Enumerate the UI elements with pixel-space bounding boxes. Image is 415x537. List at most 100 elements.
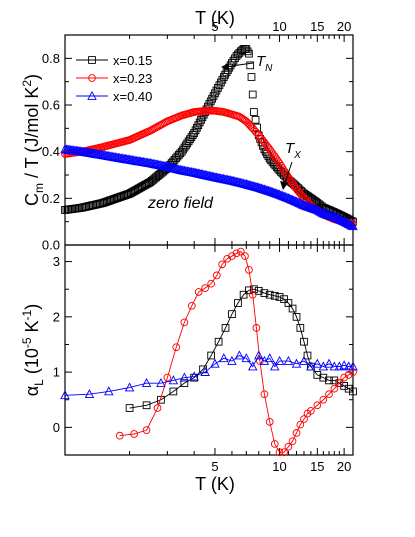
data-point [280, 295, 288, 304]
series-x=0.15 [125, 285, 357, 412]
y-tick-label: 2 [53, 309, 60, 324]
data-point [234, 299, 242, 307]
bottom-y-label-sup2: -1 [20, 309, 34, 320]
data-point [286, 194, 296, 204]
data-point [143, 179, 152, 188]
legend-label: x=0.23 [113, 71, 152, 86]
data-point [304, 202, 315, 212]
data-point [183, 139, 192, 148]
legend-marker [87, 90, 97, 100]
data-point [232, 249, 241, 258]
bottom-y-label-end: ) [22, 304, 42, 310]
bottom-y-label-sub: L [32, 379, 46, 386]
legend: x=0.15 x=0.23 x=0.40 [76, 53, 152, 104]
data-point [84, 389, 95, 399]
data-point [180, 143, 189, 152]
data-point [228, 310, 236, 318]
data-point [190, 129, 199, 137]
data-point [313, 371, 322, 379]
data-point [254, 287, 263, 295]
data-point [288, 179, 297, 188]
data-point [163, 373, 172, 382]
legend-marker [88, 56, 96, 64]
data-point [299, 355, 309, 365]
data-point [265, 145, 274, 154]
top-y-label-end: ) [22, 74, 42, 80]
data-point [236, 247, 245, 256]
data-point [180, 318, 189, 327]
data-point [221, 70, 230, 79]
data-point [208, 94, 217, 103]
data-point [153, 404, 162, 412]
data-point [189, 371, 199, 381]
series-x=0.40 [60, 144, 358, 231]
data-point [287, 194, 298, 204]
data-point [268, 149, 277, 158]
data-point [324, 358, 334, 368]
data-point [291, 358, 302, 368]
data-point [346, 220, 357, 230]
data-point [284, 442, 293, 451]
data-point [299, 200, 309, 210]
data-point [206, 97, 215, 106]
data-point [209, 92, 218, 100]
data-point [265, 290, 274, 299]
data-point [267, 147, 275, 156]
data-point [307, 202, 317, 212]
data-point [284, 299, 293, 307]
data-point [285, 193, 295, 203]
data-point [179, 145, 187, 154]
data-point [239, 290, 248, 299]
data-point [260, 289, 269, 297]
data-point [288, 304, 297, 313]
data-point [191, 126, 200, 135]
x-tick-label: 20 [337, 19, 351, 34]
data-point [219, 73, 228, 81]
y-tick-label: 0.4 [42, 144, 60, 159]
data-point [187, 133, 196, 141]
data-point [280, 448, 288, 457]
bottom-panel: 5 10 15 20 0 1 2 3 T (K) αL (10-5 K-1) [20, 244, 358, 494]
data-point [193, 123, 201, 132]
data-point [168, 375, 179, 385]
data-point [303, 201, 313, 211]
data-point [292, 312, 301, 321]
data-point [141, 377, 152, 388]
data-point [288, 437, 297, 446]
data-point [306, 202, 316, 212]
data-point [283, 193, 294, 203]
data-point [272, 155, 281, 164]
data-point [245, 120, 253, 128]
data-point [344, 384, 353, 393]
data-point [200, 366, 210, 376]
x-tick-label: 10 [272, 19, 286, 34]
data-point [271, 153, 280, 162]
series-x=0.40 [60, 350, 358, 400]
data-point [287, 177, 295, 186]
data-point [252, 324, 261, 332]
data-point [207, 351, 216, 360]
data-point [289, 181, 298, 189]
data-point [248, 90, 257, 99]
x-tick-label: 10 [272, 459, 286, 474]
data-point [348, 221, 358, 231]
series-line [129, 288, 354, 409]
data-point [335, 379, 344, 388]
x-tick-label: 15 [310, 19, 324, 34]
data-point [319, 373, 328, 382]
data-point [219, 353, 229, 363]
bottom-y-label-unit: K [22, 320, 42, 337]
x-tick-label: 5 [211, 459, 218, 474]
zero-field-label: zero field [147, 195, 214, 212]
y-tick-label: 0.6 [42, 98, 60, 113]
data-point [264, 353, 275, 363]
data-point [182, 141, 190, 150]
top-y-label-rest: / T (J/mol K [22, 87, 42, 183]
data-point [325, 376, 333, 385]
data-point [273, 189, 283, 199]
top-y-label-sup: 2 [20, 80, 34, 87]
data-point [60, 390, 70, 400]
data-point [245, 266, 253, 274]
data-point [104, 386, 114, 396]
data-point [251, 115, 260, 124]
